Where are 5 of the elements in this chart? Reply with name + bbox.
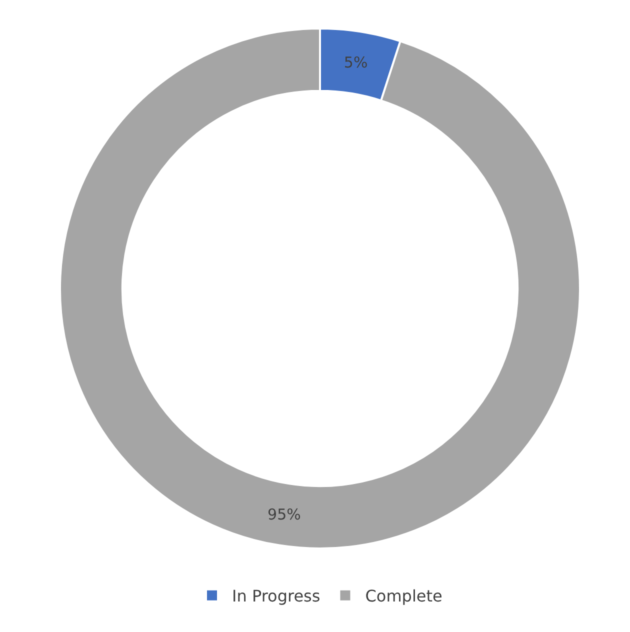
donut-slice (59, 28, 581, 550)
legend-label: Complete (365, 586, 442, 606)
data-label: 5% (344, 54, 368, 72)
data-label: 95% (268, 505, 301, 524)
legend-label: In Progress (232, 586, 320, 606)
